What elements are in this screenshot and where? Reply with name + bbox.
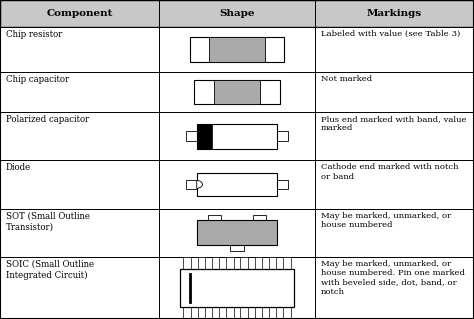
Bar [269,257,276,269]
Text: SOT (Small Outline
Transistor): SOT (Small Outline Transistor) [6,212,90,231]
Bar [283,257,291,269]
Bar [190,37,284,62]
Bar [240,257,248,269]
Bar [183,257,191,269]
Bar [240,307,248,318]
Bar [186,131,197,141]
Text: Not marked: Not marked [321,75,372,83]
Bar [197,124,277,149]
Bar [226,307,234,318]
Bar [230,245,244,251]
Text: Markings: Markings [367,9,422,18]
Bar [0,257,474,319]
Text: Plus end marked with band, value
marked: Plus end marked with band, value marked [321,115,466,132]
Bar [180,269,294,307]
Text: Polarized capacitor: Polarized capacitor [6,115,89,124]
Bar [208,215,221,220]
Bar [183,307,191,318]
Text: Cathode end marked with notch
or band: Cathode end marked with notch or band [321,164,458,181]
Bar [0,0,474,27]
Bar [0,112,474,160]
Bar [197,124,212,149]
Text: May be marked, unmarked, or
house numbered: May be marked, unmarked, or house number… [321,212,451,229]
Bar [0,72,474,112]
Text: Component: Component [46,9,113,18]
Bar [198,307,205,318]
Bar [255,307,262,318]
Polygon shape [197,181,202,188]
Text: May be marked, unmarked, or
house numbered. Pin one marked
with beveled side, do: May be marked, unmarked, or house number… [321,260,465,296]
Bar [0,160,474,209]
Text: Shape: Shape [219,9,255,18]
Bar [209,37,265,62]
Text: SOIC (Small Outline
Integrated Circuit): SOIC (Small Outline Integrated Circuit) [6,260,94,279]
Bar [194,80,280,104]
Text: Chip resistor: Chip resistor [6,30,62,39]
Bar [212,257,219,269]
Bar [0,27,474,72]
Text: Labeled with value (see Table 3): Labeled with value (see Table 3) [321,30,460,38]
Bar [277,131,288,141]
Bar [226,257,234,269]
Bar [255,257,262,269]
Text: Chip capacitor: Chip capacitor [6,75,69,84]
Bar [197,173,277,196]
Text: Diode: Diode [6,164,31,173]
Bar [269,307,276,318]
Bar [283,307,291,318]
Bar [212,307,219,318]
Bar [197,220,277,245]
Bar [198,257,205,269]
Bar [186,180,197,189]
Bar [277,180,288,189]
Bar [253,215,266,220]
Bar [213,80,260,104]
Bar [0,209,474,257]
